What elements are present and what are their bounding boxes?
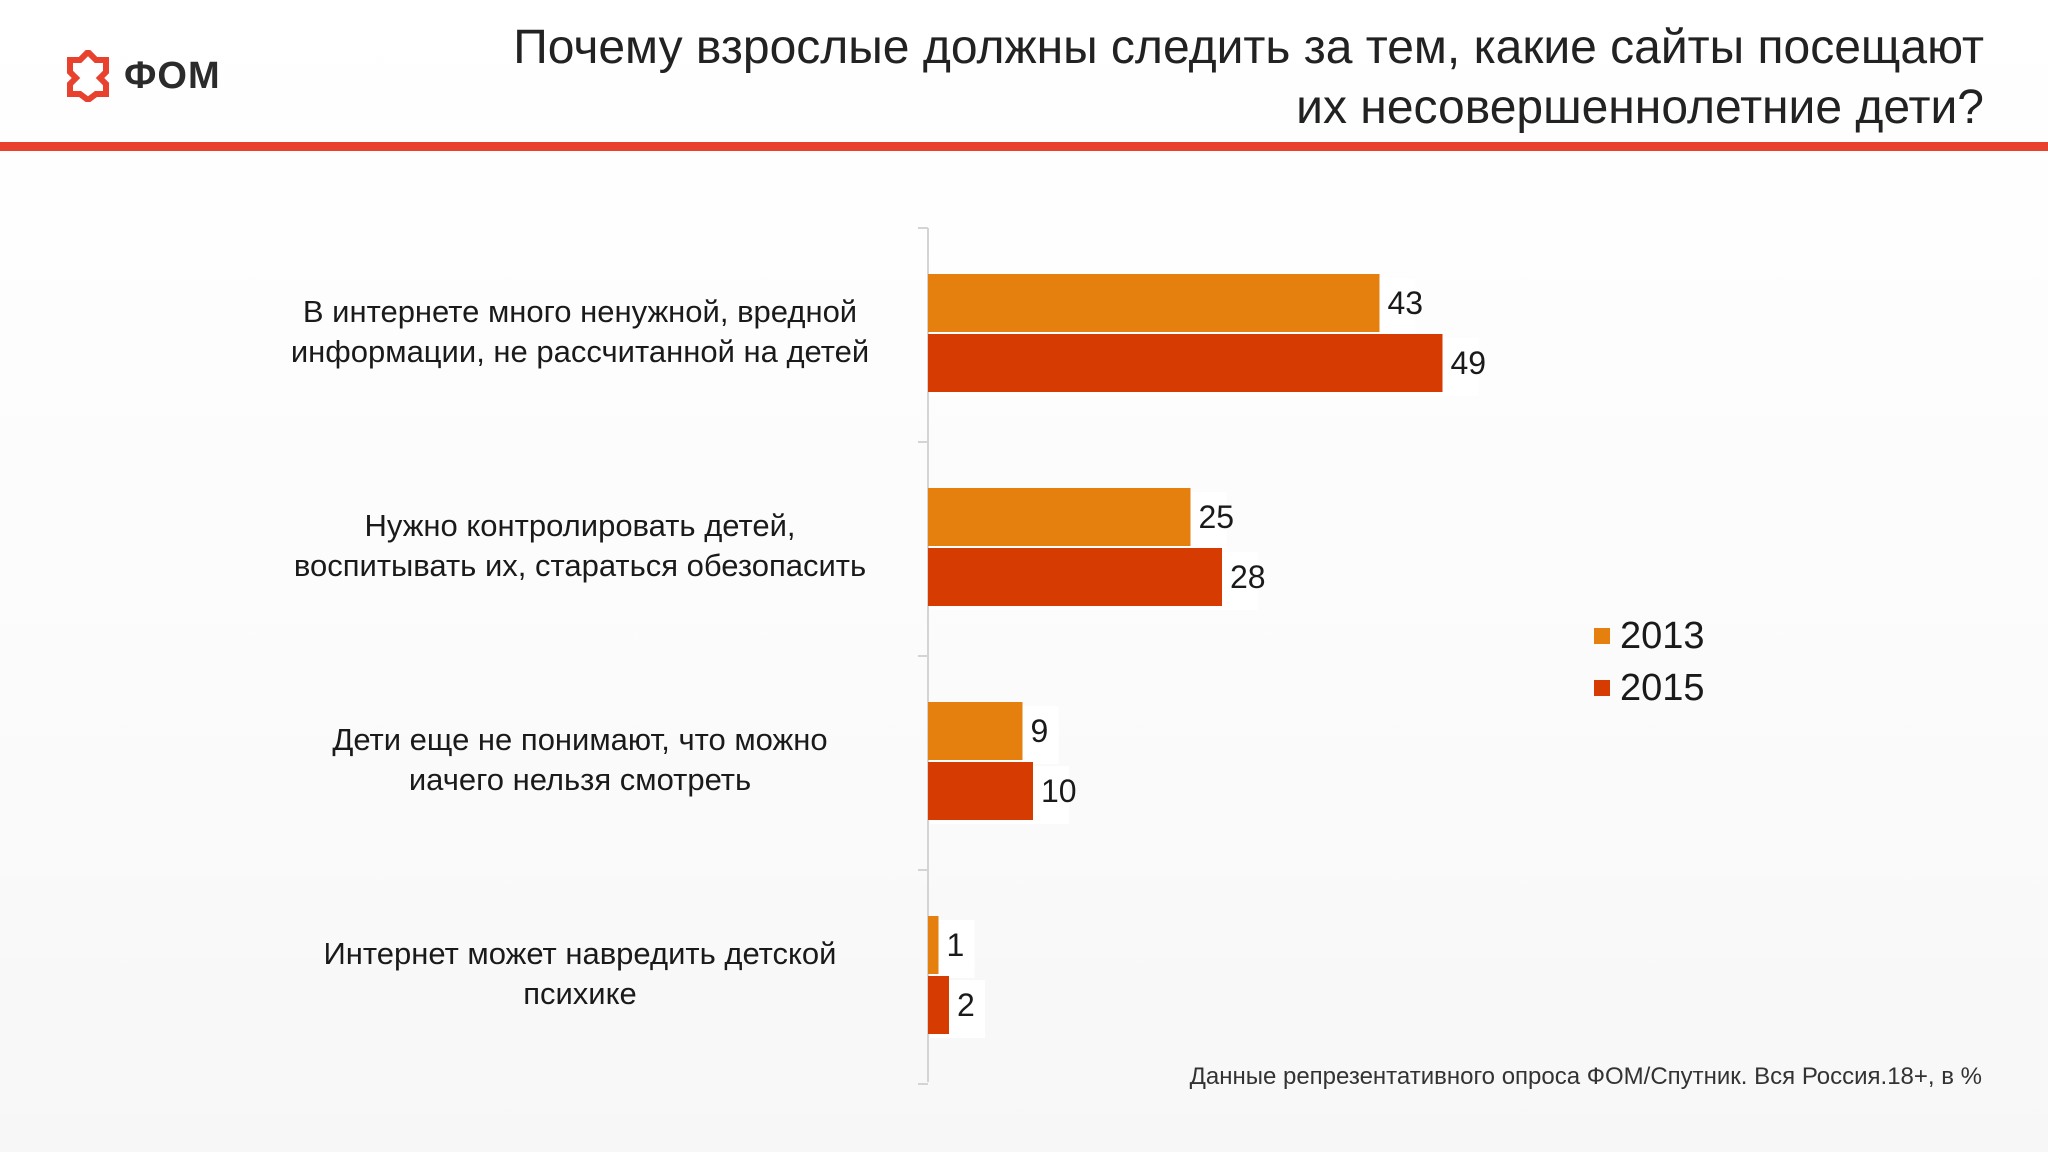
chart-legend: 2013 2015 bbox=[1594, 610, 1705, 714]
data-label-2013-3: 9 bbox=[1031, 713, 1049, 749]
category-label-line: воспитывать их, стараться обезопасить bbox=[293, 548, 867, 583]
logo-text: ФОМ bbox=[124, 54, 221, 97]
bar-2015-4 bbox=[928, 976, 949, 1034]
category-label-2: Нужно контролировать детей, воспитывать и… bbox=[260, 506, 900, 586]
page-title: Почему взрослые должны следить за тем, к… bbox=[284, 18, 1984, 138]
data-label-2015-4: 2 bbox=[957, 987, 975, 1023]
category-label-4: Интернет может навредить детской психике bbox=[260, 934, 900, 1014]
header-divider bbox=[0, 142, 2048, 151]
bar-2013-3 bbox=[928, 702, 1023, 760]
legend-label-2013: 2013 bbox=[1620, 614, 1705, 657]
category-label-line: Нужно контролировать детей, bbox=[364, 508, 796, 543]
bar-2015-1 bbox=[928, 334, 1443, 392]
category-label-line: иачего нельзя смотреть bbox=[408, 762, 752, 797]
bar-2013-1 bbox=[928, 274, 1380, 332]
bar-2013-2 bbox=[928, 488, 1191, 546]
data-label-2015-3: 10 bbox=[1041, 773, 1077, 809]
title-line-2: их несовершеннолетние дети? bbox=[1296, 81, 1984, 134]
category-label-line: психике bbox=[523, 976, 637, 1011]
data-label-2013-2: 25 bbox=[1199, 499, 1235, 535]
legend-label-2015: 2015 bbox=[1620, 666, 1705, 709]
category-label-line: Дети еще не понимают, что можно bbox=[332, 722, 828, 757]
fom-logo-icon bbox=[67, 50, 109, 102]
title-line-1: Почему взрослые должны следить за тем, к… bbox=[513, 21, 1984, 74]
bar-2015-2 bbox=[928, 548, 1222, 606]
footnote: Данные репрезентативного опроса ФОМ/Спут… bbox=[1189, 1063, 1982, 1090]
legend-swatch-2015 bbox=[1594, 680, 1610, 696]
fom-logo: ФОМ bbox=[66, 50, 221, 102]
category-label-line: Интернет может навредить детской bbox=[323, 936, 837, 971]
data-label-2013-1: 43 bbox=[1388, 285, 1424, 321]
data-label-2015-1: 49 bbox=[1451, 345, 1487, 381]
data-label-2013-4: 1 bbox=[947, 927, 965, 963]
legend-item-2015: 2015 bbox=[1594, 662, 1705, 714]
legend-item-2013: 2013 bbox=[1594, 610, 1705, 662]
category-label-line: В интернете много ненужной, вредной bbox=[302, 294, 858, 329]
legend-swatch-2013 bbox=[1594, 628, 1610, 644]
data-label-2015-2: 28 bbox=[1230, 559, 1266, 595]
bar-2015-3 bbox=[928, 762, 1033, 820]
bar-2013-4 bbox=[928, 916, 939, 974]
category-label-line: информации, не рассчитанной на детей bbox=[290, 334, 870, 369]
category-label-3: Дети еще не понимают, что можно иачего не… bbox=[260, 720, 900, 800]
category-label-1: В интернете много ненужной, вредной инфор… bbox=[260, 292, 900, 372]
